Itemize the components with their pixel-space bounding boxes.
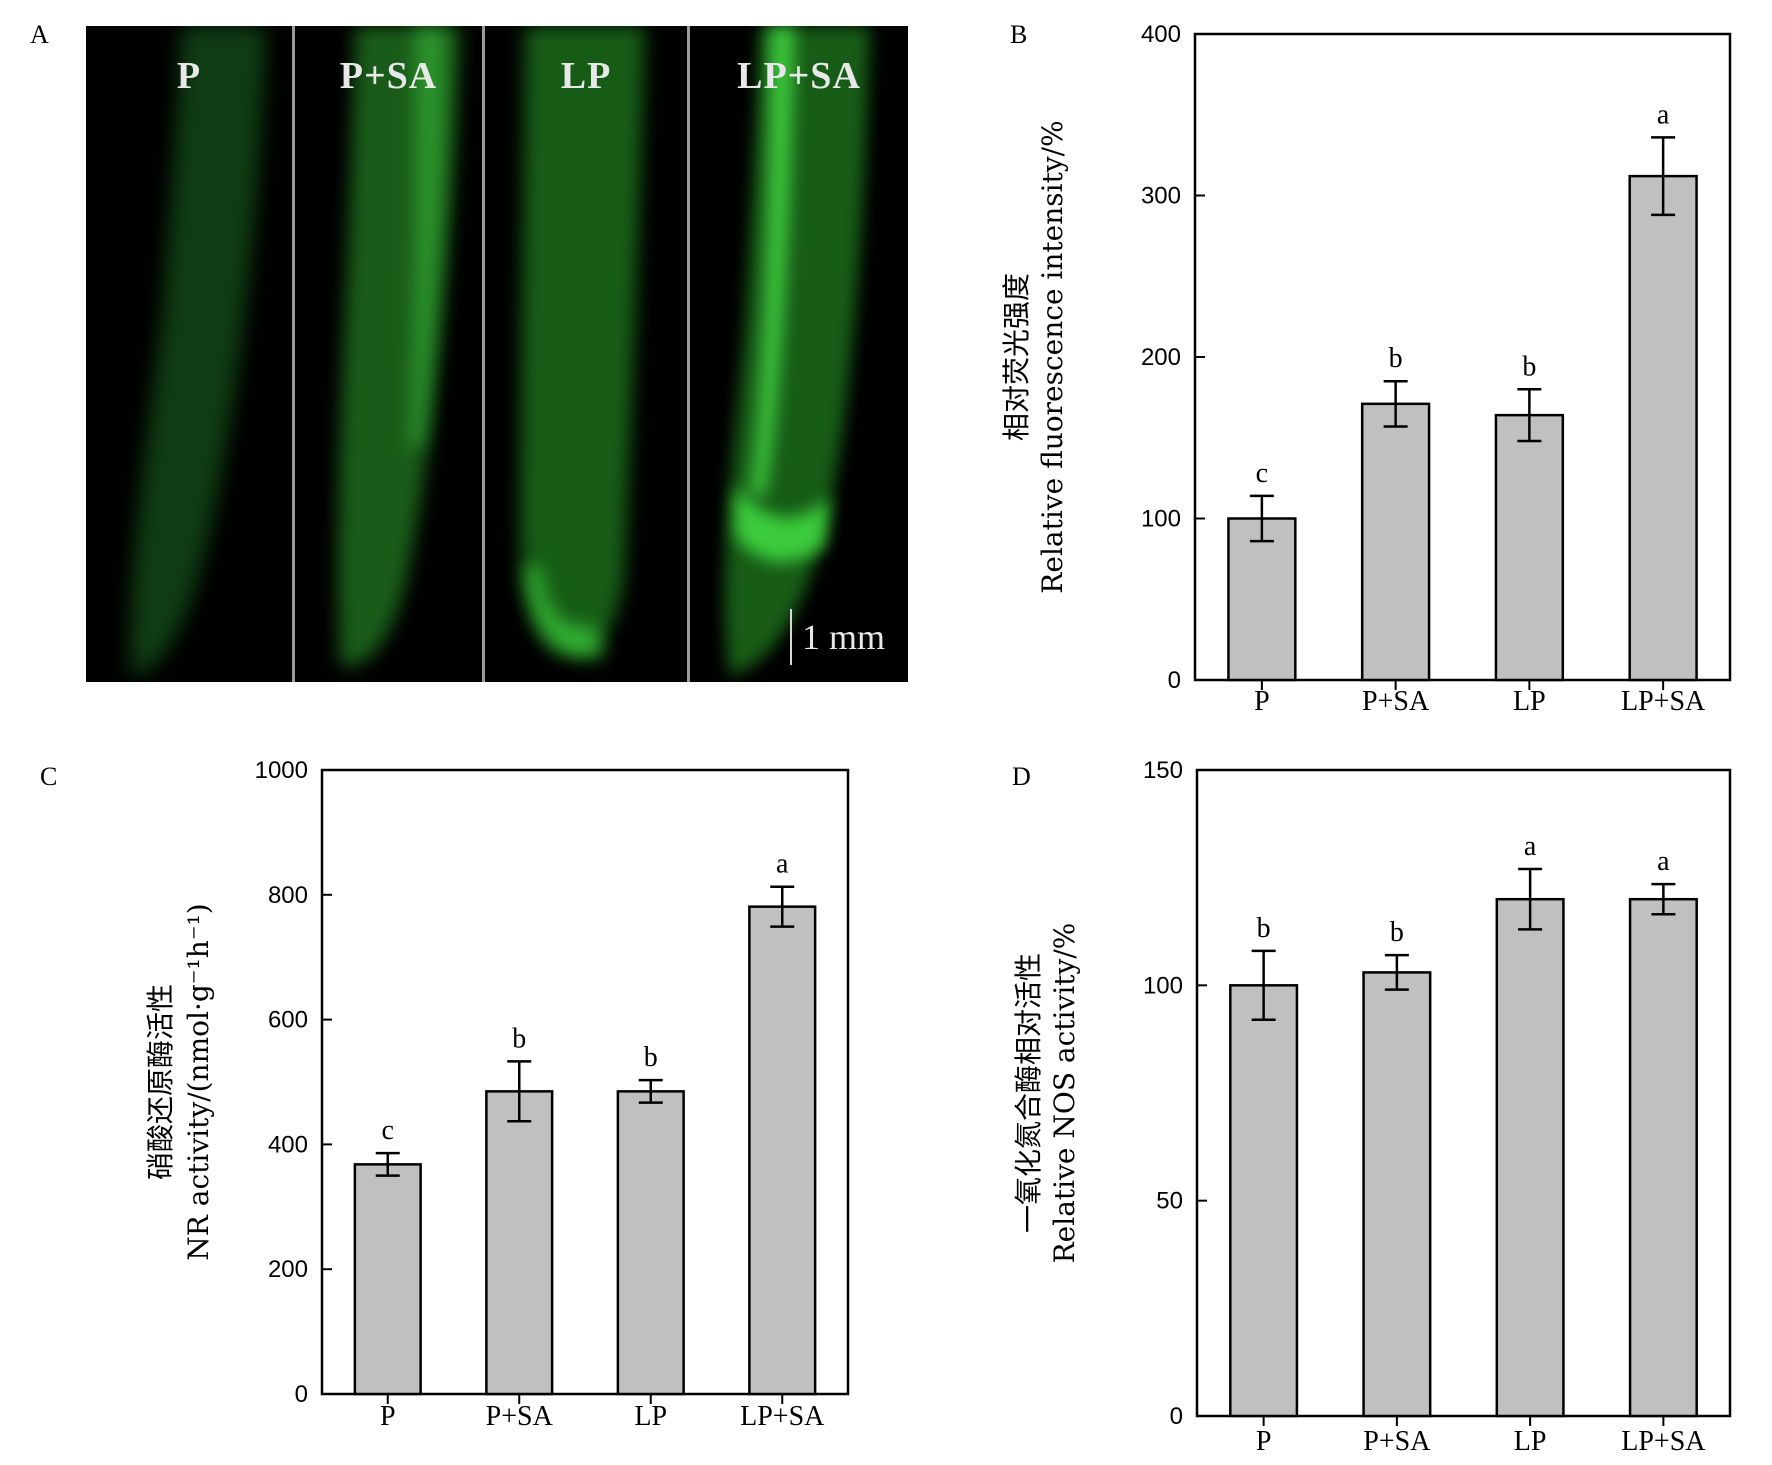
micrograph-strip-p-sa: P+SA xyxy=(295,26,482,682)
strip-label: P+SA xyxy=(339,55,438,97)
panel-d-letter: D xyxy=(1012,762,1031,791)
y-axis-label: 相对荧光强度 xyxy=(1000,273,1033,441)
y-tick-label: 100 xyxy=(1141,506,1181,533)
y-axis-label: 硝酸还原酶活性 xyxy=(144,984,177,1180)
x-category-label: LP+SA xyxy=(1621,686,1706,717)
bar xyxy=(1628,897,1698,1418)
y-tick-label: 300 xyxy=(1141,183,1181,210)
bar xyxy=(748,905,817,1396)
root-image-lp-sa xyxy=(724,26,870,676)
strip-label: LP xyxy=(560,55,612,97)
chart-b-relative-fluorescence: 0 100 200 300 400 c Pb P+SA b LP a LP+SA 相对荧光强度 Relat… xyxy=(1000,21,1732,717)
significance-label: a xyxy=(1657,846,1670,877)
significance-label: a xyxy=(1524,831,1537,862)
strip-divider xyxy=(482,26,485,682)
scale-bar-label: 1 mm xyxy=(802,617,886,657)
bar xyxy=(1494,413,1565,682)
y-tick-label: 200 xyxy=(1141,344,1181,371)
significance-label: b xyxy=(1390,917,1404,948)
bar xyxy=(353,1163,422,1396)
plot-frame xyxy=(1195,768,1732,1418)
y-tick-label: 100 xyxy=(1143,972,1183,999)
bar xyxy=(1227,517,1297,682)
x-category-label: LP xyxy=(1513,686,1546,717)
panel-b-letter: B xyxy=(1010,20,1028,49)
bar xyxy=(1495,897,1565,1418)
y-tick-label: 600 xyxy=(268,1007,308,1034)
chart-c-nr-activity: 0 200 400 600 800 1000 c Pb P+SA b LP a LP+SA 硝酸还原酶活性… xyxy=(144,757,850,1432)
panel-c-letter: C xyxy=(40,762,58,791)
bar xyxy=(485,1090,554,1396)
y-axis-label: NR activity/(nmol·g⁻¹h⁻¹) xyxy=(182,903,215,1260)
micrograph-strip-lp-sa: LP+SA xyxy=(690,26,908,682)
significance-label: b xyxy=(644,1042,658,1073)
x-category-label: P xyxy=(1254,686,1270,717)
y-axis-label: Relative fluorescence intensity/% xyxy=(1036,120,1069,593)
significance-label: b xyxy=(1522,351,1536,382)
significance-label: c xyxy=(1256,458,1268,489)
x-category-label: LP xyxy=(634,1401,667,1432)
strip-label: LP+SA xyxy=(737,55,861,97)
y-tick-label: 400 xyxy=(1141,21,1181,48)
x-category-label: P+SA xyxy=(486,1401,554,1432)
y-axis-label: Relative NOS activity/% xyxy=(1048,923,1081,1264)
bar xyxy=(616,1090,685,1396)
y-tick-label: 50 xyxy=(1156,1188,1183,1215)
micrograph-strip-p: P xyxy=(86,26,292,682)
scale-bar xyxy=(790,609,792,665)
root-image-p-sa xyxy=(337,26,460,667)
y-tick-label: 800 xyxy=(268,882,308,909)
root-image-lp xyxy=(520,26,645,658)
x-category-label: P xyxy=(1256,1426,1272,1457)
x-category-label: LP+SA xyxy=(1621,1426,1706,1457)
bar xyxy=(1360,402,1431,682)
micrograph-strip-lp: LP xyxy=(485,26,687,682)
y-tick-label: 0 xyxy=(1168,667,1181,694)
strip-divider xyxy=(687,26,690,682)
x-category-label: LP xyxy=(1514,1426,1547,1457)
significance-label: b xyxy=(512,1023,526,1054)
x-category-label: P+SA xyxy=(1362,686,1430,717)
strip-label: P xyxy=(176,55,202,97)
significance-label: b xyxy=(1389,343,1403,374)
significance-label: c xyxy=(382,1115,394,1146)
y-tick-label: 1000 xyxy=(255,757,308,784)
micrograph-panel: P P+SA LP LP+SA 1 mm xyxy=(86,26,908,682)
root-image-p xyxy=(130,26,266,676)
bar xyxy=(1229,984,1299,1418)
panel-a-letter: A xyxy=(30,20,49,49)
bar xyxy=(1362,971,1432,1418)
y-tick-label: 150 xyxy=(1143,757,1183,784)
strip-divider xyxy=(292,26,295,682)
significance-label: b xyxy=(1257,913,1271,944)
significance-label: a xyxy=(1657,99,1670,130)
y-axis-label: 一氧化氮合酶相对活性 xyxy=(1012,953,1045,1233)
x-category-label: LP+SA xyxy=(740,1401,825,1432)
plot-frame xyxy=(320,768,850,1396)
bar xyxy=(1628,174,1698,682)
significance-label: a xyxy=(776,849,789,880)
y-tick-label: 200 xyxy=(268,1256,308,1283)
chart-d-nos-activity: 0 50 100 150 b Pb P+SA a LP a LP+SA 一氧化氮合酶相对活性 Relat… xyxy=(1012,757,1732,1457)
y-tick-label: 0 xyxy=(1170,1403,1183,1430)
x-category-label: P+SA xyxy=(1363,1426,1431,1457)
y-tick-label: 400 xyxy=(268,1131,308,1158)
y-tick-label: 0 xyxy=(295,1381,308,1408)
x-category-label: P xyxy=(380,1401,396,1432)
